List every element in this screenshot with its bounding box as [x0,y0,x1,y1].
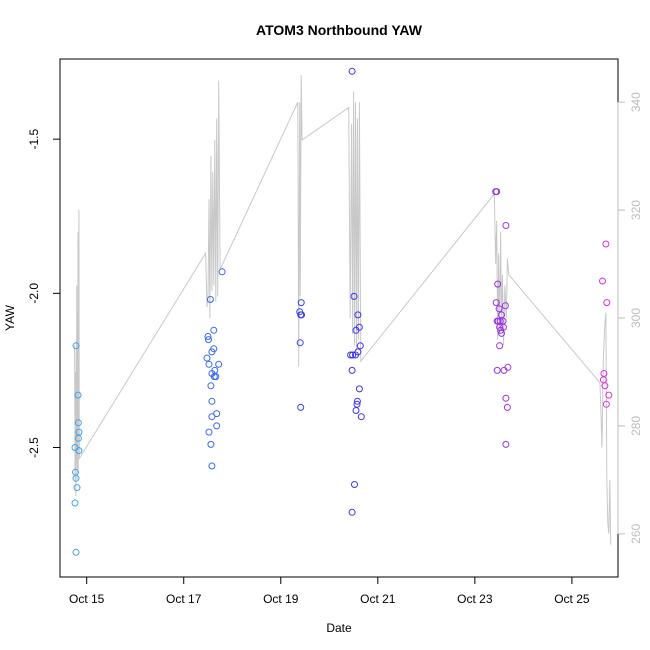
data-point [352,326,360,334]
data-point [75,447,83,455]
data-point [71,499,79,507]
data-point [210,345,218,353]
data-point [502,394,510,402]
data-point [208,397,216,405]
x-tick-label: Oct 17 [166,592,202,606]
x-axis-label: Date [326,621,352,635]
data-point [205,360,213,368]
data-point [207,440,215,448]
data-point [204,333,212,340]
data-point [503,403,511,411]
data-point [206,296,214,303]
data-point [72,548,80,556]
data-point [492,299,500,307]
y-tick-label: -2.5 [27,437,41,458]
data-point [354,311,362,319]
data-point [73,484,81,492]
data-point [74,419,82,427]
data-point [297,403,305,411]
data-point [498,329,505,337]
data-point [208,462,216,470]
series-line [74,75,612,545]
data-point [501,302,509,310]
y-tick-label: -2.0 [27,283,41,304]
data-point [210,326,218,334]
plot-frame [59,58,619,578]
data-point [356,342,364,350]
data-point [74,434,82,442]
data-point [298,311,306,319]
data-point [500,323,507,331]
data-point [500,366,508,374]
data-point [72,474,80,482]
right-y-tick-label: 260 [629,524,643,544]
data-point [208,413,216,421]
data-point [504,363,512,371]
data-point [494,280,502,288]
data-point [599,277,606,285]
data-point [213,422,221,430]
data-point [502,440,510,448]
right-y-tick-label: 320 [629,200,643,220]
data-point [347,351,355,359]
data-point [349,351,357,359]
data-point [502,222,510,229]
data-point [495,305,503,313]
y-tick-label: -1.5 [27,129,41,150]
data-point [74,391,82,399]
chart-title: ATOM3 Northbound YAW [256,22,423,38]
data-point [203,354,211,362]
data-point [348,508,356,516]
x-tick-label: Oct 21 [360,592,396,606]
right-y-axis: 260 280 300 320 340 [617,92,643,544]
x-tick-label: Oct 19 [263,592,299,606]
data-point [493,366,501,374]
data-point [218,268,226,276]
right-y-tick-label: 280 [629,416,643,436]
data-point [602,400,610,408]
yaw-line-series [74,75,612,545]
data-point [296,339,304,347]
data-point [205,336,212,344]
x-tick-label: Oct 25 [554,592,590,606]
data-point [355,385,363,393]
data-point [205,428,213,436]
right-y-tick-label: 340 [629,92,643,112]
data-point [348,366,356,374]
data-point [352,407,360,414]
x-tick-label: Oct 15 [69,592,105,606]
data-point [357,413,365,421]
data-point [603,299,611,307]
data-point [496,323,504,331]
data-point [350,292,358,300]
data-point [602,240,610,248]
data-point [605,391,613,399]
y-axis-label: YAW [3,304,17,331]
data-point [352,351,359,359]
data-point [72,342,80,350]
data-point [297,299,305,307]
data-point [351,481,358,488]
data-point [348,67,356,75]
x-axis: Oct 15 Oct 17 Oct 19 Oct 21 Oct 23 Oct 25 [69,576,590,606]
yaw-point-series [71,67,613,556]
data-point [213,410,221,418]
x-tick-label: Oct 23 [457,592,493,606]
data-point [215,360,223,368]
data-point [212,373,220,381]
y-axis: -2.5 -2.0 -1.5 [27,129,61,458]
right-y-tick-label: 300 [629,308,643,328]
data-point [496,342,504,350]
data-point [601,382,609,390]
data-point [493,188,501,196]
data-point [207,382,215,390]
data-point [353,397,361,405]
